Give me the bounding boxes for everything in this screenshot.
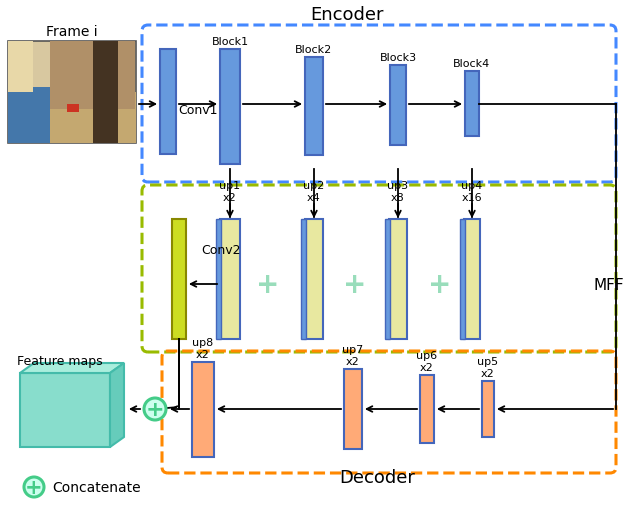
Text: Conv1: Conv1 [178, 103, 217, 116]
Polygon shape [110, 363, 124, 447]
Bar [301, 219, 306, 340]
Text: up4
x16: up4 x16 [462, 181, 482, 203]
Bar [67, 105, 79, 113]
Bar [172, 219, 186, 340]
Text: up8
x2: up8 x2 [192, 337, 214, 359]
Bar [465, 72, 479, 137]
Bar [420, 375, 434, 443]
Bar [50, 42, 135, 110]
Text: Concatenate: Concatenate [53, 480, 141, 494]
Text: +: + [344, 270, 366, 298]
Text: Block3: Block3 [379, 53, 417, 63]
Polygon shape [20, 363, 124, 373]
Text: up7
x2: up7 x2 [342, 345, 364, 366]
Bar [20, 373, 110, 447]
Text: Block1: Block1 [211, 37, 249, 47]
Bar [8, 42, 33, 93]
Bar [160, 50, 176, 155]
Bar [385, 219, 390, 340]
Text: Conv2: Conv2 [201, 243, 241, 256]
Bar [390, 66, 406, 146]
Text: up2
x4: up2 x4 [304, 181, 325, 203]
Bar [192, 362, 214, 457]
Text: Decoder: Decoder [339, 468, 415, 486]
Text: Block2: Block2 [295, 45, 333, 55]
Text: up5
x2: up5 x2 [477, 356, 498, 378]
Text: Frame i: Frame i [46, 25, 98, 39]
Bar [389, 219, 407, 340]
Bar [220, 219, 240, 340]
Bar [305, 219, 323, 340]
Text: Encoder: Encoder [310, 6, 384, 24]
Text: MFF: MFF [593, 277, 624, 292]
Bar [482, 381, 494, 437]
Text: +: + [25, 477, 43, 497]
Text: Block4: Block4 [453, 59, 491, 69]
Text: Feature maps: Feature maps [17, 354, 103, 367]
Circle shape [24, 477, 44, 497]
Bar [8, 93, 136, 144]
Bar [305, 58, 323, 156]
Bar [344, 369, 362, 449]
Bar [216, 219, 221, 340]
Text: +: + [256, 270, 280, 298]
Circle shape [144, 398, 166, 420]
Bar [8, 88, 50, 144]
Bar [8, 42, 136, 144]
Bar [460, 219, 465, 340]
Text: +: + [429, 270, 451, 298]
Text: up6
x2: up6 x2 [417, 351, 437, 372]
Text: up3
x8: up3 x8 [387, 181, 408, 203]
Bar [93, 42, 118, 144]
Text: up1
x2: up1 x2 [219, 181, 240, 203]
Text: +: + [146, 399, 164, 419]
Bar [220, 50, 240, 165]
Bar [464, 219, 480, 340]
